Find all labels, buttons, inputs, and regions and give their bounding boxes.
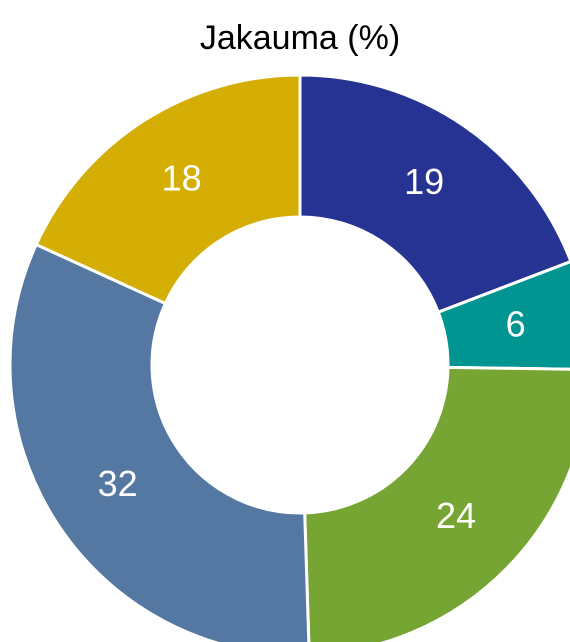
slice [436,260,570,371]
value-label: 19 [404,161,444,202]
slice [303,365,570,642]
value-label: 6 [506,303,526,344]
slice [8,242,311,642]
chart-title: Jakauma (%) [200,19,400,57]
value-label: 24 [436,495,476,536]
slice [34,73,302,306]
value-label: 32 [98,463,138,504]
value-label: 18 [162,157,202,198]
slice [298,73,570,315]
